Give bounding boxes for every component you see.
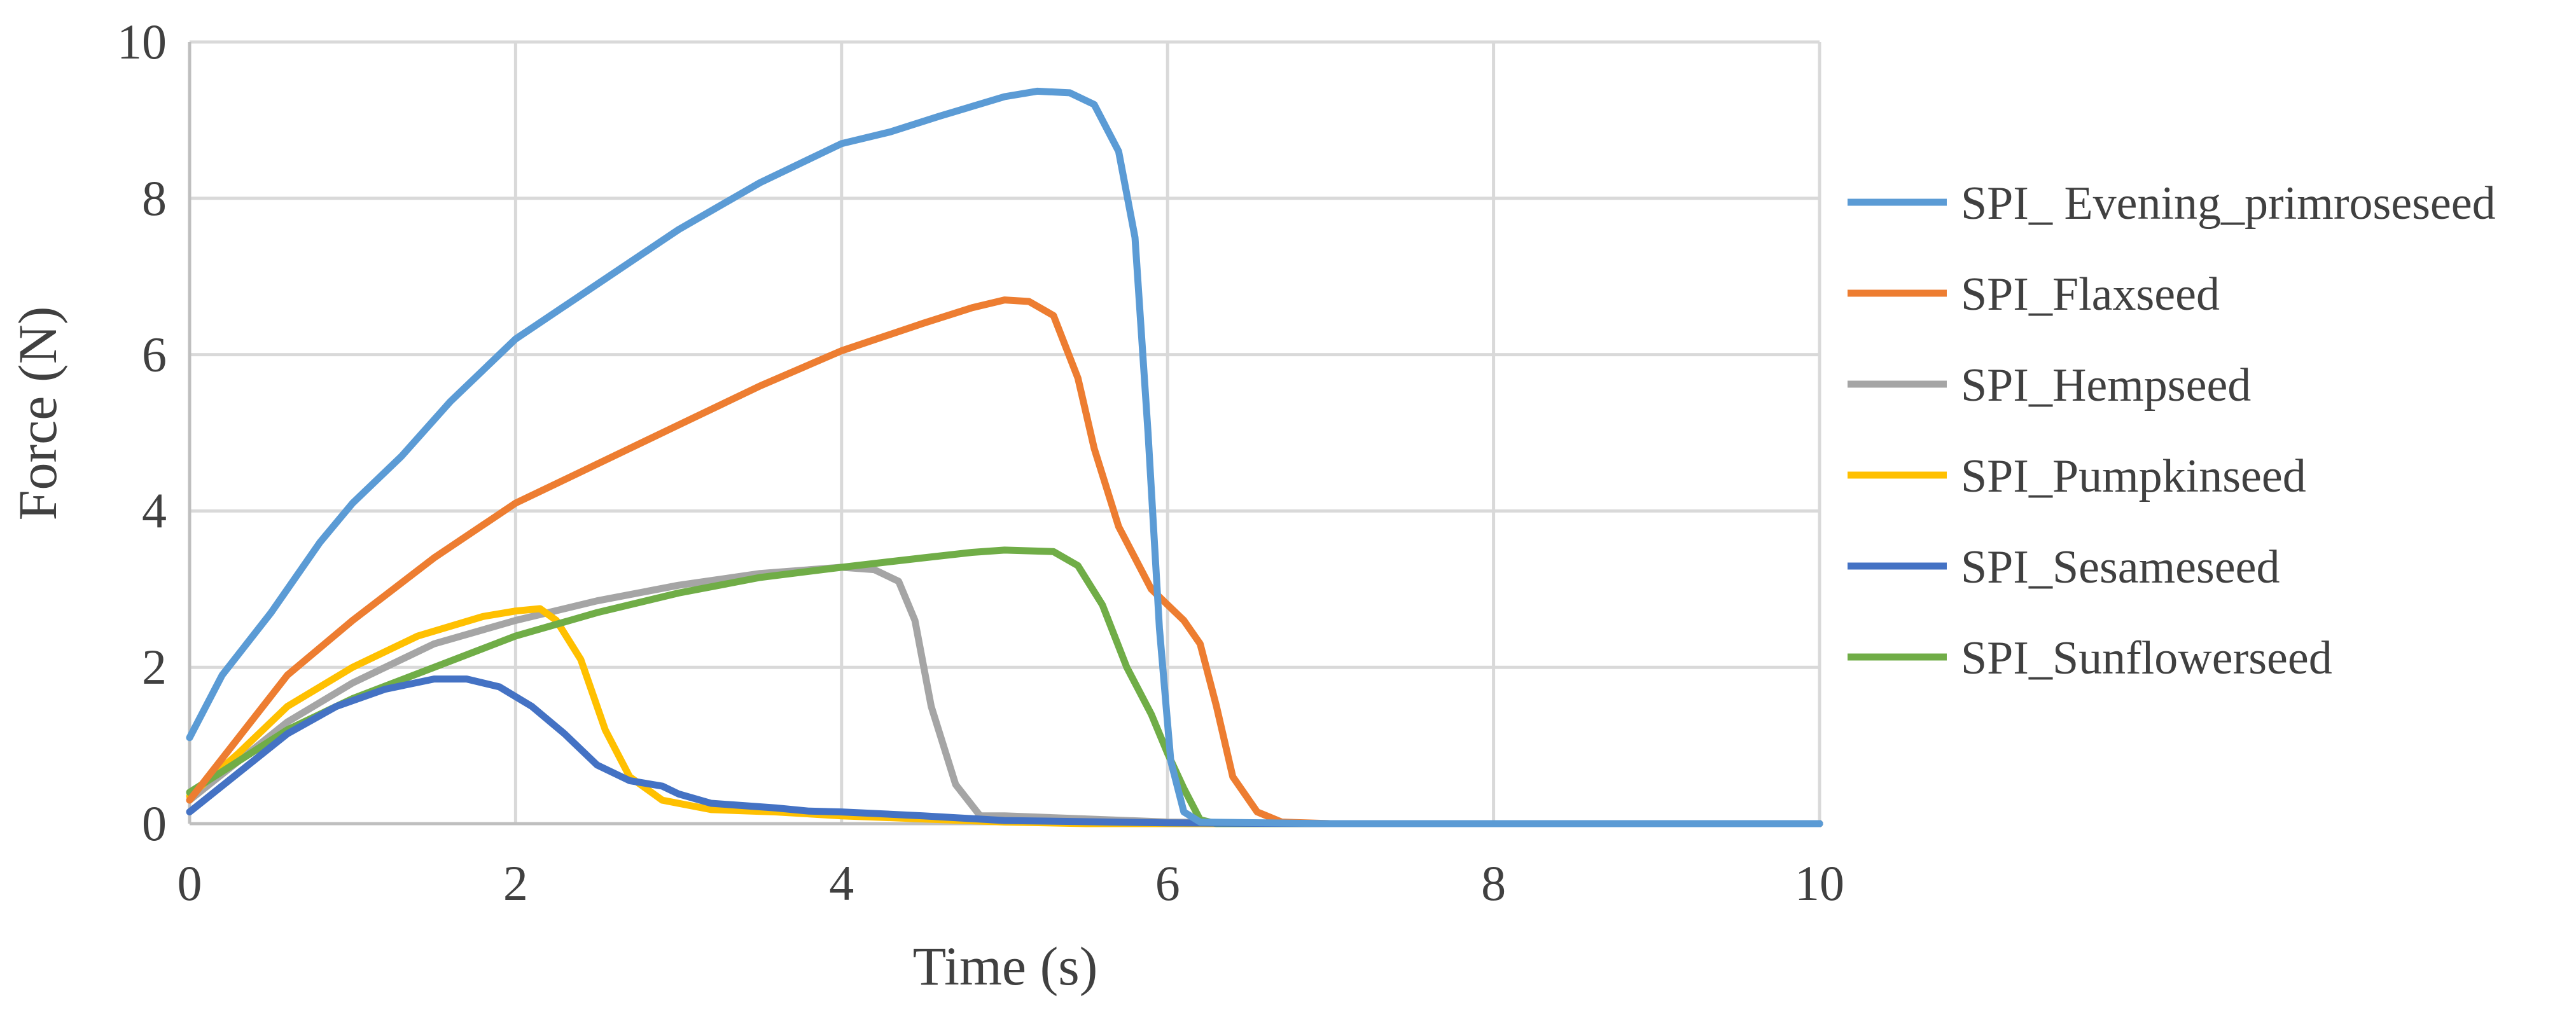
y-tick-label: 4	[142, 483, 167, 538]
tick-labels: 0 2 4 6 8 10 0 2 4 6 8 10	[117, 14, 1844, 911]
x-tick-label: 6	[1155, 855, 1180, 911]
legend-label: SPI_Sunflowerseed	[1961, 632, 2332, 684]
series-lines	[186, 87, 1823, 827]
y-tick-label: 2	[142, 639, 167, 695]
gridlines	[190, 40, 1821, 824]
x-tick-label: 2	[503, 855, 528, 911]
series-line-3	[186, 564, 1823, 827]
legend-label: SPI_Hempseed	[1961, 359, 2251, 412]
legend-item: SPI_Sunflowerseed	[1848, 632, 2332, 684]
legend-label: SPI_Flaxseed	[1961, 268, 2220, 321]
x-tick-label: 4	[829, 855, 854, 911]
legend-item: SPI_Flaxseed	[1848, 268, 2220, 321]
y-axis-title: Force (N)	[7, 307, 68, 521]
series-line-2	[186, 296, 1823, 827]
legend-item: SPI_Pumpkinseed	[1848, 450, 2306, 502]
legend-item: SPI_ Evening_primroseseed	[1848, 177, 2496, 230]
series-line-6	[186, 546, 1823, 827]
x-tick-label: 10	[1795, 855, 1844, 911]
y-tick-label: 0	[142, 796, 167, 851]
y-tick-label: 6	[142, 327, 167, 382]
x-axis-title: Time (s)	[913, 936, 1098, 997]
legend-item: SPI_Sesameseed	[1848, 541, 2280, 593]
x-tick-label: 0	[178, 855, 202, 911]
axes	[188, 42, 1820, 826]
legend-label: SPI_Pumpkinseed	[1961, 450, 2306, 502]
y-tick-label: 8	[142, 170, 167, 226]
series-line-5	[186, 675, 1823, 827]
legend-label: SPI_ Evening_primroseseed	[1961, 177, 2496, 230]
legend-label: SPI_Sesameseed	[1961, 541, 2280, 593]
legend: SPI_ Evening_primroseseed SPI_Flaxseed S…	[1848, 177, 2496, 684]
y-tick-label: 10	[117, 14, 167, 69]
series-line-1	[186, 87, 1823, 827]
legend-item: SPI_Hempseed	[1848, 359, 2251, 412]
x-tick-label: 8	[1481, 855, 1506, 911]
